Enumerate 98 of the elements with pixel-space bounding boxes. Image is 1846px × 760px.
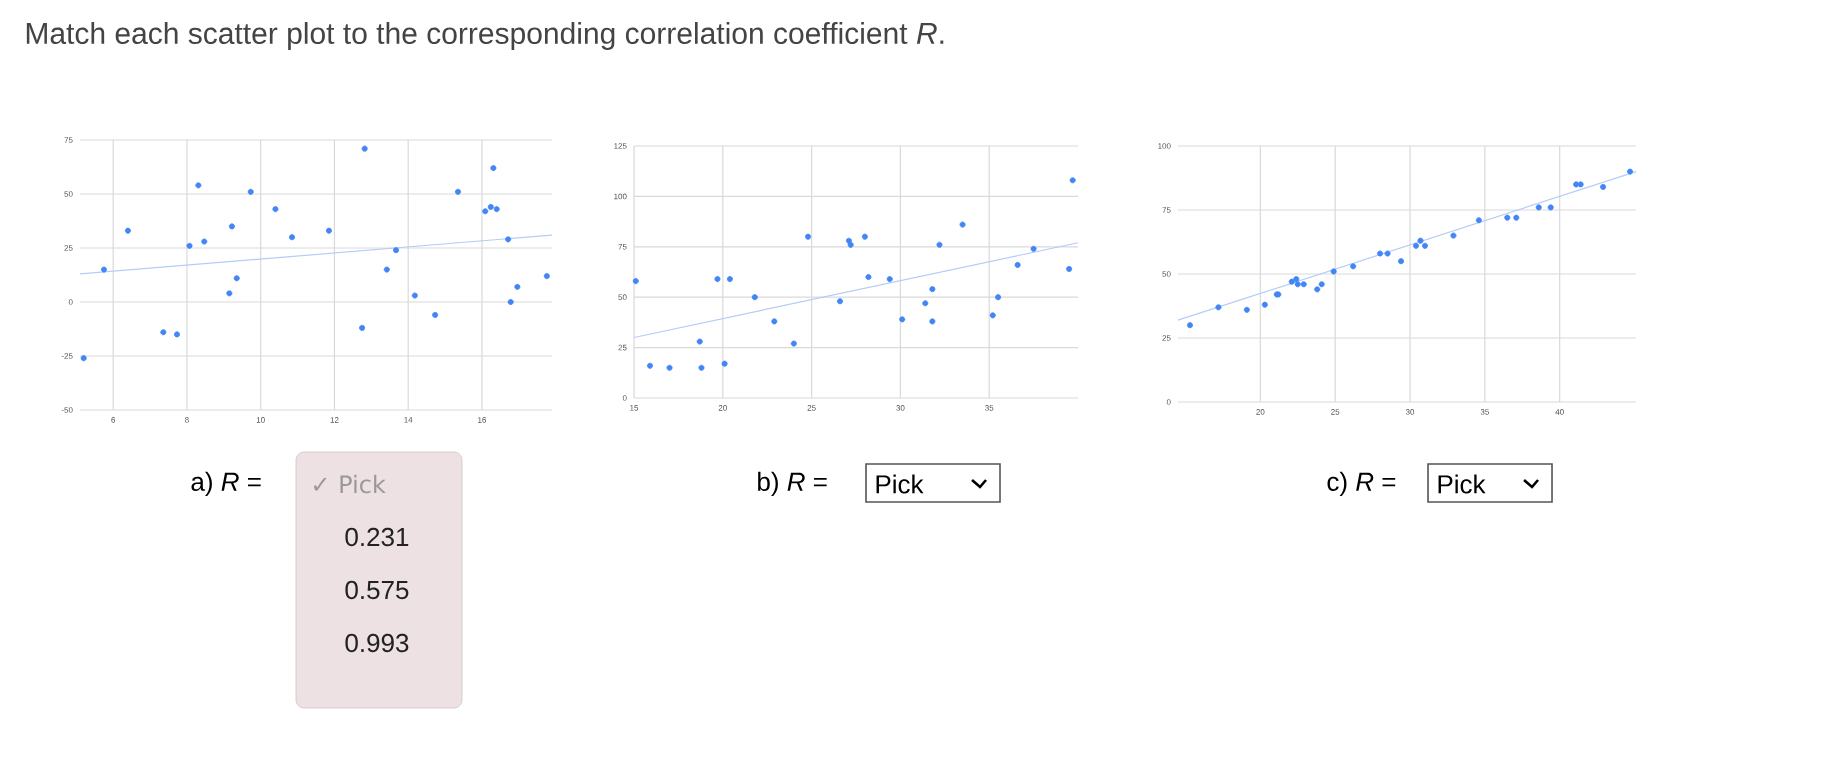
point [726,276,733,283]
point [646,362,653,369]
point [936,241,943,248]
point [505,236,512,243]
point [411,292,418,299]
point [1600,183,1607,190]
point [160,329,167,336]
point [1573,181,1580,188]
point [989,312,996,319]
point [272,206,279,213]
point [359,324,366,331]
point [1014,261,1021,268]
point [1288,278,1295,285]
point [507,298,514,305]
text: b) R = [758,471,827,497]
point [698,364,705,371]
point [714,276,721,283]
point [482,208,489,215]
point [837,298,844,305]
point [1314,286,1321,293]
point [490,165,497,172]
point [1450,232,1457,239]
point [1413,242,1419,249]
point [1186,322,1193,329]
point [721,360,728,367]
point [959,221,966,228]
point [1627,168,1634,175]
point [233,275,240,282]
text: ✓ Pick [314,474,386,494]
point [845,237,852,244]
text: Pick [876,474,924,494]
point [1417,237,1424,244]
point [790,340,797,347]
point [1377,250,1384,257]
point [100,266,107,273]
point [173,331,180,338]
point [247,188,254,195]
point [1066,265,1073,272]
point [1504,214,1511,221]
point [1398,258,1405,265]
point [361,145,368,152]
point [514,283,521,290]
point [432,311,439,318]
point [1243,306,1250,313]
point [1384,250,1391,257]
point [493,206,500,213]
point [632,278,639,285]
point [1294,281,1301,288]
point [861,233,868,240]
chart-title: Match each scatter plot to the corresponding correlation coefficient R. [26,22,944,50]
point [80,355,87,362]
point [201,238,208,245]
text: 0.231 [345,527,409,547]
point [1030,245,1037,252]
point [1215,304,1222,311]
point [805,233,812,240]
point [1513,214,1520,221]
point [1300,281,1307,288]
text: 0.575 [345,580,409,600]
text: Pick [1438,474,1486,494]
point [899,316,906,323]
point [865,274,872,281]
text: c) R = [1327,471,1396,497]
point [751,294,758,301]
point [393,247,400,254]
point [487,203,494,210]
point [228,223,235,230]
point [1069,177,1076,184]
point [195,182,202,189]
point [847,241,854,248]
point [186,242,193,249]
point [1330,268,1337,275]
point [1350,263,1357,270]
point [1421,242,1428,249]
text: 0.993 [345,633,409,653]
point [696,338,703,345]
point [1293,276,1300,283]
point [289,234,296,241]
point [454,188,461,195]
point [1547,204,1554,211]
point [771,318,778,325]
point [666,364,673,371]
point [226,290,233,297]
point [1318,281,1325,288]
point [124,227,131,234]
point [929,286,936,293]
point [886,276,893,283]
point [1577,181,1584,188]
point [325,227,332,234]
point [1535,204,1542,211]
point [543,273,550,280]
point [995,294,1002,301]
point [929,318,936,325]
point [1261,301,1268,308]
point [383,266,390,273]
point [1475,217,1482,224]
point [922,300,929,307]
text: a) R = [191,471,261,497]
